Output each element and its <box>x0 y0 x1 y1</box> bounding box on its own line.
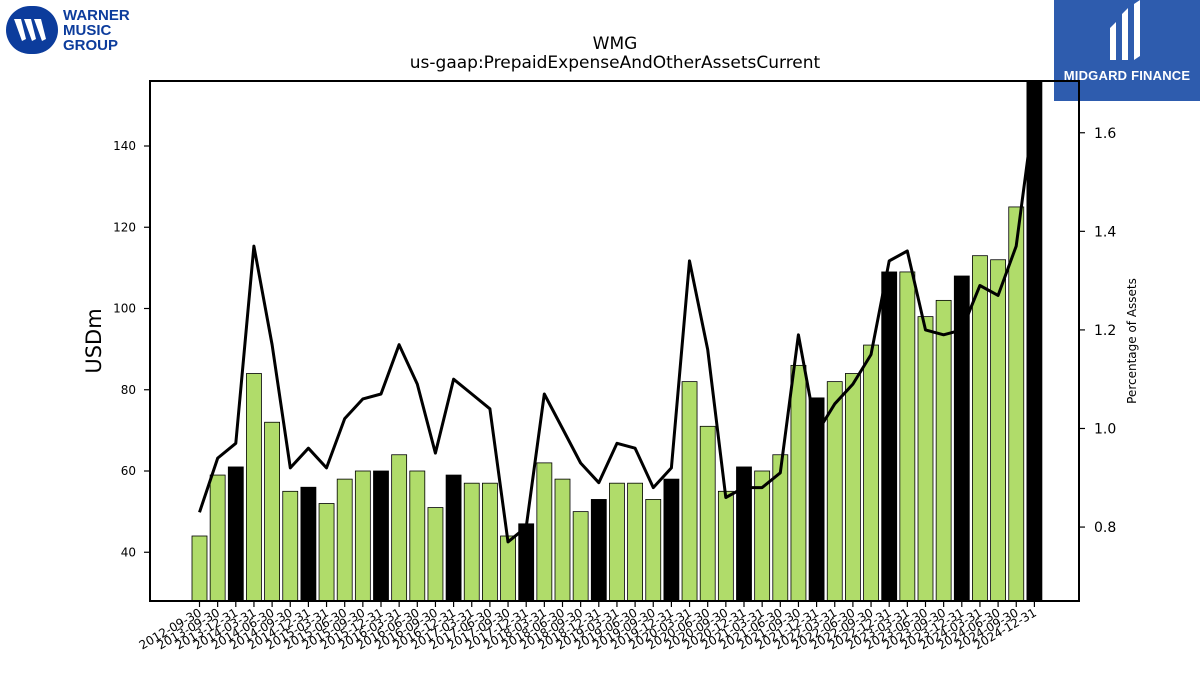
y-axis-label: USDm <box>82 308 106 373</box>
y2-tick-label: 1.4 <box>1094 224 1116 240</box>
bar-2015-09-30 <box>354 470 371 602</box>
y2-tick-label: 0.8 <box>1094 520 1116 536</box>
bar-2014-06-30 <box>264 421 281 602</box>
bar-2014-12-31 <box>300 486 317 602</box>
bar-2017-12-31 <box>518 523 535 602</box>
bar-2021-09-30 <box>790 364 807 602</box>
y2-axis-label: Percentage of Assets <box>1125 278 1139 404</box>
y-tick-label: 100 <box>113 302 136 316</box>
bar-2014-09-30 <box>282 490 299 602</box>
midgard-emblem-icon <box>1110 0 1140 60</box>
bar-2018-06-30 <box>554 478 571 602</box>
bar-series <box>191 80 1043 602</box>
bar-2023-12-31 <box>953 275 970 602</box>
bar-2018-09-30 <box>572 511 589 602</box>
bar-2018-12-31 <box>590 499 607 602</box>
bar-2022-09-30 <box>863 344 879 602</box>
bar-2023-06-30 <box>917 316 934 602</box>
bar-2024-03-31 <box>972 255 988 602</box>
warner-music-group-logo: WARNER MUSIC GROUP <box>6 6 130 54</box>
bar-2013-09-30 <box>209 474 226 602</box>
y2-tick-label: 1.2 <box>1094 323 1116 339</box>
y-tick-label: 60 <box>121 464 136 478</box>
bar-2015-03-31 <box>318 503 335 602</box>
bar-2017-09-30 <box>500 535 516 602</box>
wmg-line-2: MUSIC <box>63 21 112 39</box>
bar-2015-06-30 <box>336 478 353 602</box>
bar-2012-09-30 <box>191 535 208 602</box>
chart-subtitle: us-gaap:PrepaidExpenseAndOtherAssetsCurr… <box>410 53 821 73</box>
bar-2018-03-31 <box>536 462 553 602</box>
bar-2014-03-31 <box>246 373 262 602</box>
y-tick-label: 120 <box>113 220 136 234</box>
bar-2022-12-31 <box>881 271 898 602</box>
bar-2019-06-30 <box>627 482 643 602</box>
y-tick-label: 80 <box>121 383 136 397</box>
y-tick-label: 140 <box>113 139 136 153</box>
bar-2020-09-30 <box>717 490 734 602</box>
y2-tick-label: 1.6 <box>1094 126 1116 142</box>
bar-2016-06-30 <box>409 470 426 602</box>
bar-2023-03-31 <box>899 271 916 602</box>
bar-2022-06-30 <box>845 373 861 602</box>
wmg-emblem-icon <box>6 6 58 54</box>
bar-2021-03-31 <box>754 470 771 602</box>
x-axis-ticks: 2012-09-302013-09-302013-12-312014-03-31… <box>137 601 1039 652</box>
wmg-wordmark: WARNER MUSIC GROUP <box>63 8 130 53</box>
bar-2019-03-31 <box>609 482 625 602</box>
wmg-line-1: WARNER <box>63 6 130 24</box>
bar-2019-12-31 <box>663 478 680 602</box>
midgard-wordmark: MIDGARD FINANCE <box>1063 68 1191 83</box>
bar-2016-12-31 <box>445 474 462 602</box>
y-tick-label: 40 <box>121 545 136 559</box>
bar-2019-09-30 <box>645 499 662 602</box>
chart-title: WMG <box>593 34 638 54</box>
y2-axis-ticks: 0.8 1.0 1.2 1.4 1.6 <box>1079 126 1116 536</box>
bar-2024-09-30 <box>1008 206 1025 602</box>
bar-2020-03-31 <box>681 381 698 602</box>
bar-2017-03-31 <box>463 482 480 602</box>
bar-2017-06-30 <box>481 482 498 602</box>
bar-2016-03-31 <box>391 454 408 602</box>
wmg-line-3: GROUP <box>63 36 119 54</box>
percentage-line <box>198 107 1036 544</box>
bar-2016-09-30 <box>427 507 444 602</box>
bar-2020-06-30 <box>699 425 716 602</box>
y-axis-ticks: 40 60 80 100 120 140 <box>113 139 150 559</box>
plot-frame <box>149 80 1080 602</box>
bar-2024-06-30 <box>990 259 1006 602</box>
bar-2015-12-31 <box>373 470 389 602</box>
bar-2013-12-31 <box>227 466 244 602</box>
y2-tick-label: 1.0 <box>1094 421 1116 437</box>
bar-2023-09-30 <box>935 299 952 602</box>
